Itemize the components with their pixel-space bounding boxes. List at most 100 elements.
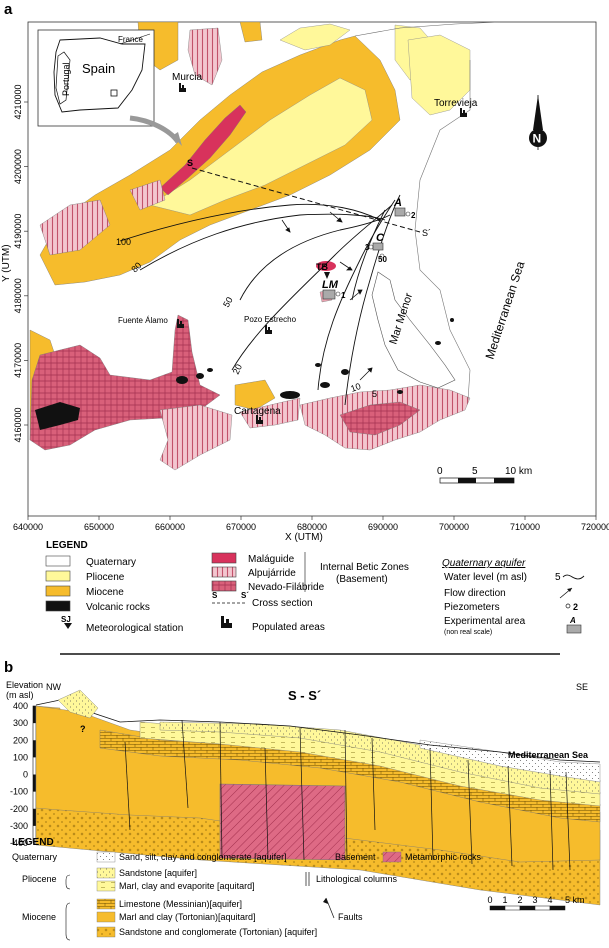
- legend-b-item: Marl and clay (Tortonian)[aquitard]: [119, 912, 256, 922]
- place-fuente-alamo: Fuente Álamo: [118, 316, 168, 325]
- map-y-tick: 4180000: [13, 278, 23, 313]
- flow-arrows: [281, 211, 373, 381]
- legend-water-level-num: 5: [555, 572, 561, 583]
- legend-unit-label: Volcanic rocks: [86, 602, 150, 613]
- place-torrevieja: Torrevieja: [434, 98, 478, 109]
- map-x-tick: 710000: [510, 522, 540, 532]
- section-y-tick: -300: [10, 821, 28, 831]
- section-axis: 400 300 200 100 0 -100 -200 -300 -400: [10, 701, 37, 848]
- map-x-tick: 650000: [84, 522, 114, 532]
- section-y-tick: 200: [13, 735, 28, 745]
- section-end-label: S´: [422, 228, 431, 238]
- contour-50: 50: [221, 295, 235, 309]
- legend-b-swatch: [96, 926, 116, 938]
- map-x-tick: 700000: [439, 522, 469, 532]
- section-y-tick: 300: [13, 718, 28, 728]
- legend-piezometers: Piezometers: [444, 602, 500, 613]
- map-y-tick: 4160000: [13, 407, 23, 442]
- contour-50-small: 50: [378, 255, 387, 264]
- legend-flow: Flow direction: [444, 588, 506, 599]
- map-ylabel: Y (UTM): [1, 244, 12, 282]
- scale-b-tick: 1: [502, 895, 507, 905]
- legend-b-columns: Lithological columns: [316, 874, 398, 884]
- section-y-tick: -400: [10, 838, 28, 848]
- piezometer-1-label: 1: [341, 291, 346, 300]
- legend-b-metamorphic: Metamorphic rocks: [405, 852, 482, 862]
- map-x-tick: 720000: [581, 522, 609, 532]
- legend-b-miocene: Miocene: [22, 912, 56, 922]
- legend-water-level: Water level (m asl): [444, 572, 527, 583]
- map-frame: Spain Portugal France N Murcia Torreviej…: [27, 21, 597, 517]
- inset-portugal: Portugal: [61, 62, 71, 96]
- legend-cross-label: Cross section: [252, 598, 313, 609]
- scale-b-tick: 3: [532, 895, 537, 905]
- contour-100: 100: [116, 237, 131, 247]
- legend-b-item: Sandstone [aquifer]: [119, 868, 197, 878]
- legend-b-swatch: [96, 851, 116, 863]
- panel-a-label: a: [4, 1, 13, 18]
- label-se: SE: [576, 682, 588, 692]
- site-lm-label: LM: [322, 279, 339, 291]
- legend-swatch: [45, 600, 71, 612]
- legend-b-item: Sandstone and conglomerate (Tortonian) […: [119, 927, 317, 937]
- map-x-tick: 660000: [155, 522, 185, 532]
- inset-map: Spain Portugal France: [37, 29, 155, 127]
- map-y-tick: 4200000: [13, 149, 23, 184]
- legend-meteo-label: Meteorological station: [86, 623, 183, 634]
- section-y-tick: -200: [10, 804, 28, 814]
- legend-a: LEGEND Quaternary Pliocene Miocene Volcanic…: [45, 540, 585, 636]
- north-label: N: [533, 132, 542, 146]
- map-y-tick: 4210000: [13, 84, 23, 119]
- legend-b-pliocene: Pliocene: [22, 874, 57, 884]
- legend-basement-label: Alpujárride: [248, 568, 296, 579]
- map-y-tick: 4190000: [13, 214, 23, 249]
- experimental-sites: [322, 207, 411, 300]
- section-start-label: S: [187, 158, 193, 168]
- legend-b-swatch: [96, 867, 116, 879]
- legend-swatch: [45, 570, 71, 582]
- scale-b-tick: 2: [517, 895, 522, 905]
- place-cartagena: Cartagena: [234, 406, 281, 417]
- scale-a-10: 10 km: [505, 466, 532, 477]
- contour-20: 20: [231, 363, 244, 376]
- label-nw: NW: [46, 682, 61, 692]
- legend-basement-paren: (Basement): [336, 574, 388, 585]
- section-sea-label: Mediterranean Sea: [508, 750, 589, 760]
- map-axes: 640000 650000 660000 670000 680000 690000 7000…: [13, 84, 609, 532]
- legend-unit-label: Pliocene: [86, 572, 125, 583]
- map-x-tick: 640000: [13, 522, 43, 532]
- map-x-tick: 690000: [368, 522, 398, 532]
- legend-b-item: Limestone (Messinian)[aquifer]: [119, 899, 242, 909]
- site-c-label: C: [376, 232, 385, 244]
- panel-b-label: b: [4, 659, 13, 676]
- section-y-tick: 400: [13, 701, 28, 711]
- map-x-tick: 680000: [297, 522, 327, 532]
- legend-b-item: Sand, silt, clay and conglomerate [aquif…: [119, 852, 287, 862]
- site-a-label: A: [393, 197, 402, 209]
- legend-experimental-note: (non real scale): [444, 629, 492, 636]
- section-question-mark: ?: [80, 724, 86, 734]
- north-arrow: N: [529, 95, 547, 150]
- inset-spain: Spain: [82, 61, 115, 76]
- contour-5: 5: [372, 389, 377, 399]
- scale-b-tick: 5 km: [565, 895, 585, 905]
- legend-meteo-symbol: SJ: [61, 615, 71, 624]
- legend-basement-swatch: [211, 580, 237, 592]
- legend-basement-label: Maláguide: [248, 554, 295, 565]
- place-murcia: Murcia: [172, 72, 202, 83]
- legend-swatch: [45, 555, 71, 567]
- legend-b-basement: Basement: [335, 852, 376, 862]
- legend-b: LEGEND Quaternary Pliocene Miocene Sand,…: [12, 837, 585, 941]
- scale-b-tick: 4: [547, 895, 552, 905]
- map-x-tick: 670000: [226, 522, 256, 532]
- legend-basement-label: Nevado-Filábride: [248, 582, 325, 593]
- legend-experimental: Experimental area: [444, 616, 526, 627]
- contour-10: 10: [349, 381, 362, 394]
- section-y-tick: 0: [23, 770, 28, 780]
- legend-b-quaternary: Quaternary: [12, 852, 58, 862]
- inset-france: France: [118, 35, 143, 44]
- legend-b-swatch: [96, 880, 116, 892]
- legend-unit-label: Miocene: [86, 587, 124, 598]
